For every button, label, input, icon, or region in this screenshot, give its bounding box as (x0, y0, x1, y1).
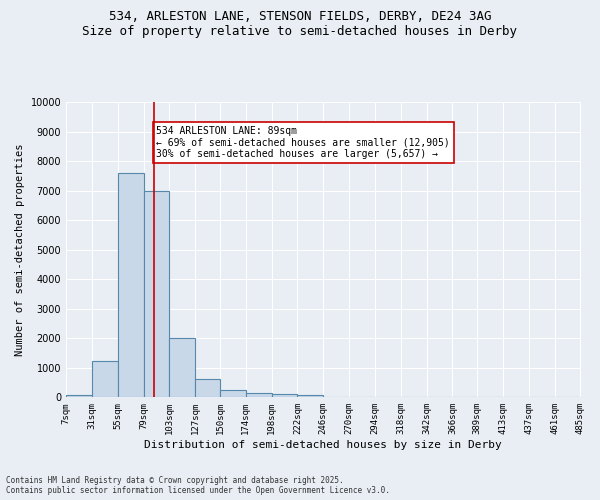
Bar (143, 190, 169, 398)
Bar (66, 395, 92, 398)
Bar (298, 395, 323, 398)
Bar (118, 173, 143, 398)
Y-axis label: Number of semi-detached properties: Number of semi-detached properties (15, 144, 25, 356)
Bar (169, 338, 195, 398)
Text: 534, ARLESTON LANE, STENSON FIELDS, DERBY, DE24 3AG
Size of property relative to: 534, ARLESTON LANE, STENSON FIELDS, DERB… (83, 10, 517, 38)
Bar (246, 394, 272, 398)
Bar (220, 390, 246, 398)
X-axis label: Distribution of semi-detached houses by size in Derby: Distribution of semi-detached houses by … (145, 440, 502, 450)
Bar (272, 394, 298, 398)
Text: Contains HM Land Registry data © Crown copyright and database right 2025.
Contai: Contains HM Land Registry data © Crown c… (6, 476, 390, 495)
Bar (195, 379, 220, 398)
Text: 534 ARLESTON LANE: 89sqm
← 69% of semi-detached houses are smaller (12,905)
30% : 534 ARLESTON LANE: 89sqm ← 69% of semi-d… (157, 126, 450, 159)
Bar (92, 362, 118, 398)
